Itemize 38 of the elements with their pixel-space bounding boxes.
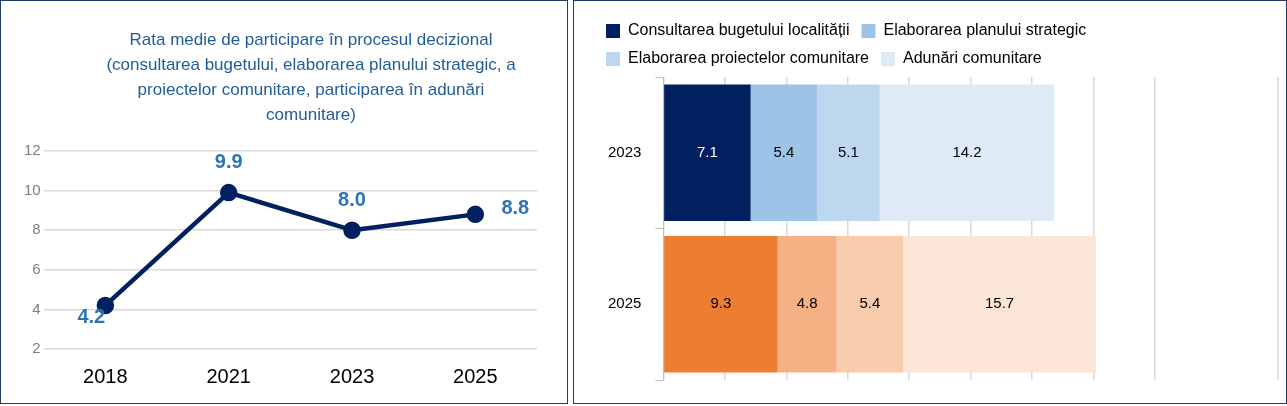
data-label: 9.3 [710, 294, 732, 312]
data-label: 5.4 [773, 142, 795, 160]
point [343, 221, 361, 239]
data-label: 9.9 [214, 150, 243, 173]
x-tick-label: 2023 [329, 364, 375, 387]
x-tick-label: 2025 [453, 364, 498, 387]
legend-label: Elaborarea proiectelor comunitare [628, 49, 870, 67]
legend-label: Elaborarea planului strategic [883, 21, 1087, 39]
bar [817, 84, 880, 222]
data-label: 4.8 [796, 294, 818, 312]
data-label: 5.4 [859, 294, 881, 312]
bar [777, 235, 837, 373]
y-tick-label: 8 [32, 220, 41, 238]
x-tick-label: 2021 [206, 364, 251, 387]
y-tick-label: 4 [32, 299, 41, 317]
y-tick-label: 6 [32, 259, 41, 277]
data-label: 8.8 [501, 195, 530, 218]
bar [664, 235, 778, 373]
y-tick-label: 2 [32, 339, 41, 357]
data-label: 15.7 [984, 294, 1015, 312]
legend-label: Adunări comunitare [903, 49, 1042, 67]
bar [750, 84, 818, 222]
legend-label: Consultarea bugetului localității [628, 21, 850, 39]
x-tick-label: 2018 [83, 364, 128, 387]
data-label: 5.1 [837, 142, 859, 160]
y-tick-label: 10 [24, 180, 41, 198]
bar [879, 84, 1055, 222]
chart-title: Rata medie de participare în procesul decizional (consultarea bugetului, elaborarea planului strategic, a proiectelor comunitare, participarea în adunări comunitare) [105, 29, 517, 126]
bar [664, 84, 751, 222]
data-label: 7.1 [696, 142, 718, 160]
data-label: 4.2 [77, 304, 106, 327]
bar [903, 235, 1097, 373]
y-tick-label: 12 [24, 141, 41, 159]
data-label: 8.0 [338, 187, 366, 210]
point [219, 183, 238, 202]
data-label: 14.2 [952, 142, 982, 160]
point [466, 205, 485, 224]
bar [836, 235, 904, 373]
